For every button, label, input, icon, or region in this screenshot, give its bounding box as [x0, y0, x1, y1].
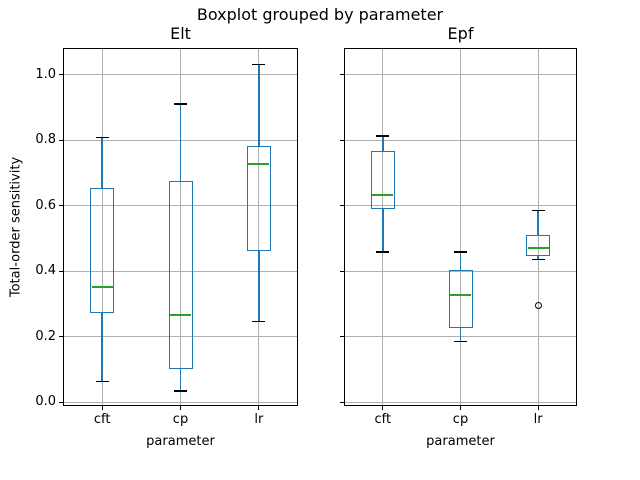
- box: [448, 269, 473, 329]
- median-line: [372, 194, 394, 197]
- box: [526, 234, 551, 256]
- whisker-lower: [537, 255, 539, 260]
- x-tick-label: cft: [374, 412, 392, 427]
- median-line: [450, 293, 471, 296]
- box: [246, 146, 271, 251]
- median-line: [248, 163, 270, 166]
- x-gridline: [101, 48, 103, 406]
- cap-lower: [454, 340, 467, 343]
- box: [90, 188, 115, 314]
- x-axis-label-elt: parameter: [146, 434, 215, 449]
- y-tick: [59, 401, 63, 403]
- cap-upper: [454, 251, 467, 253]
- y-tick: [340, 205, 344, 207]
- subplot-epf-title: Epf: [447, 24, 474, 43]
- x-tick-label: lr: [533, 412, 543, 427]
- x-gridline: [460, 48, 461, 406]
- whisker-upper: [179, 104, 182, 182]
- whisker-lower: [179, 368, 182, 391]
- whisker-upper: [459, 252, 462, 270]
- x-tick-label: cft: [93, 412, 111, 427]
- median-line: [170, 314, 191, 317]
- outlier-marker: [534, 301, 542, 309]
- cap-upper: [376, 135, 390, 137]
- x-tick: [180, 406, 181, 410]
- subplot-elt-title: Elt: [170, 24, 191, 43]
- y-tick-label: 0.6: [35, 197, 56, 213]
- axes-spines: [63, 48, 298, 406]
- box: [370, 151, 395, 209]
- whisker-lower: [258, 250, 260, 322]
- x-axis-label-epf: parameter: [426, 434, 495, 449]
- cap-lower: [174, 390, 187, 392]
- y-tick: [340, 401, 344, 403]
- x-tick-label: cp: [452, 412, 469, 427]
- cap-upper: [95, 136, 109, 139]
- y-tick: [340, 270, 344, 272]
- whisker-upper: [258, 64, 260, 147]
- cap-upper: [531, 209, 545, 212]
- x-tick-label: cp: [172, 412, 189, 427]
- cap-lower: [376, 251, 390, 253]
- cap-lower: [252, 320, 266, 323]
- y-tick-label: 0.0: [35, 394, 56, 410]
- y-tick-label: 0.2: [35, 328, 56, 344]
- x-tick-label: lr: [254, 412, 264, 427]
- y-tick: [59, 336, 63, 338]
- cap-lower: [95, 380, 109, 383]
- whisker-upper: [537, 210, 539, 235]
- cap-upper: [174, 103, 187, 105]
- y-tick: [340, 74, 344, 76]
- x-gridline: [258, 48, 260, 406]
- x-tick: [258, 406, 260, 410]
- cap-lower: [531, 258, 545, 261]
- x-gridline: [180, 48, 181, 406]
- y-tick: [59, 139, 63, 141]
- y-tick-label: 0.8: [35, 132, 56, 148]
- y-tick-label: 1.0: [35, 66, 56, 82]
- x-tick: [460, 406, 461, 410]
- y-tick: [340, 139, 344, 141]
- whisker-lower: [459, 328, 462, 342]
- y-tick: [59, 205, 63, 207]
- y-tick: [340, 336, 344, 338]
- x-tick: [382, 406, 384, 410]
- cap-upper: [252, 63, 266, 66]
- whisker-upper: [101, 137, 103, 189]
- whisker-lower: [382, 208, 384, 253]
- median-line: [527, 247, 549, 250]
- y-tick: [59, 270, 63, 272]
- axes-spines: [344, 48, 577, 406]
- x-tick: [537, 406, 539, 410]
- median-line: [91, 285, 113, 288]
- whisker-upper: [382, 136, 384, 152]
- y-tick: [59, 74, 63, 76]
- box: [168, 181, 193, 369]
- figure-title: Boxplot grouped by parameter: [196, 5, 444, 24]
- y-tick-label: 0.4: [35, 263, 56, 279]
- whisker-lower: [101, 313, 103, 382]
- x-tick: [101, 406, 103, 410]
